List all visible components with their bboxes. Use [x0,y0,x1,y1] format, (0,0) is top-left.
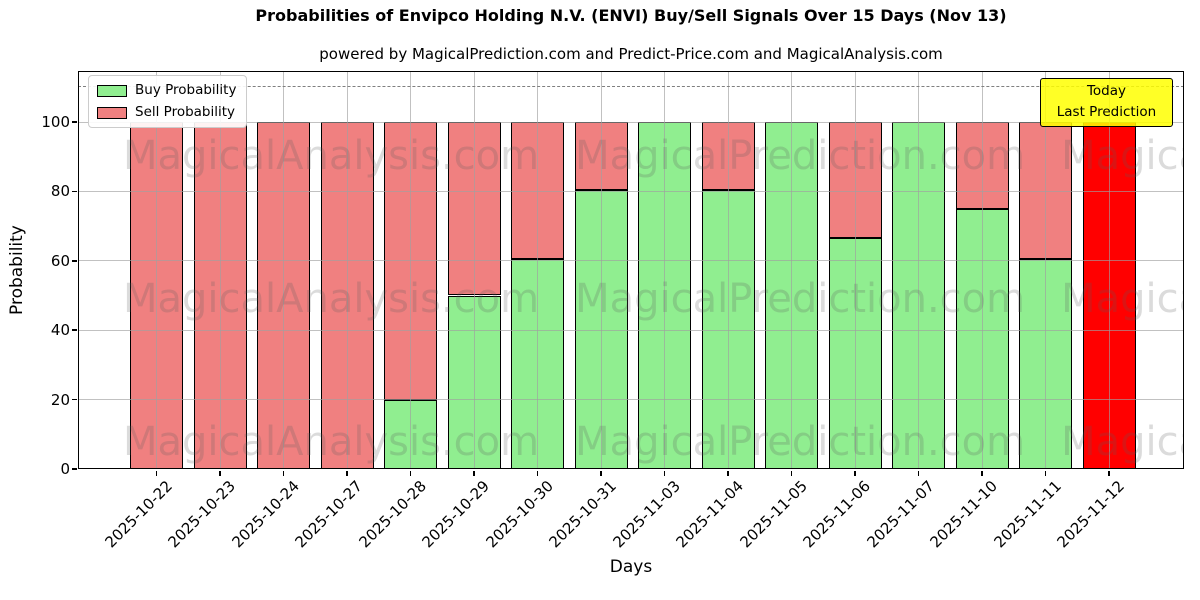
x-tick [155,470,158,476]
x-tick [282,470,285,476]
gridline-v [918,71,920,469]
gridline-v [156,71,158,469]
y-tick [72,260,77,262]
y-axis-label: Probability [7,225,27,315]
y-tick-label: 0 [60,460,70,478]
x-tick-label: 2025-11-03 [609,477,684,552]
legend-item-buy: Buy Probability [97,81,236,100]
x-tick-label: 2025-10-23 [164,477,239,552]
gridline-v [1108,71,1110,469]
x-tick-label: 2025-10-24 [228,477,303,552]
gridline-v [664,71,666,469]
y-tick-label: 100 [41,113,70,131]
gridline-h [78,121,1184,123]
gridline-v [854,71,856,469]
x-tick-label: 2025-10-30 [482,477,557,552]
x-tick-label: 2025-11-10 [926,477,1001,552]
y-tick [72,190,77,193]
gridline-h [78,260,1184,262]
gridline-v [410,71,412,469]
x-tick [346,470,348,476]
today-annotation: Today Last Prediction [1040,78,1173,127]
x-tick-label: 2025-10-28 [355,477,430,552]
x-tick [790,470,793,476]
x-tick [917,470,920,476]
today-annotation-line2: Last Prediction [1056,104,1157,120]
plot-area: MagicalAnalysis.com MagicalPrediction.com… [78,71,1184,469]
x-tick-label: 2025-10-22 [101,477,176,552]
buy-color-swatch [97,84,127,97]
gridline-h [78,329,1184,331]
y-tick [72,121,77,123]
y-tick [72,468,77,470]
gridline-v [346,71,348,469]
gridline-v [981,71,983,469]
gridline-v [219,71,221,469]
gridline-v [727,71,729,469]
x-tick-label: 2025-11-12 [1053,477,1128,552]
y-tick [72,398,77,401]
x-tick-label: 2025-11-04 [672,477,747,552]
x-tick-label: 2025-11-07 [863,477,938,552]
x-tick [473,470,475,476]
gridline-h [78,399,1184,401]
gridline-v [283,71,285,469]
x-tick [663,470,666,476]
chart-title: Probabilities of Envipco Holding N.V. (E… [255,6,1007,25]
legend: Buy Probability Sell Probability [88,75,248,128]
gridline-v [791,71,793,469]
y-tick-label: 40 [50,321,70,340]
gridline-h [78,190,1184,192]
x-axis-label: Days [609,557,653,577]
legend-label-buy: Buy Probability [135,82,237,98]
x-tick-label: 2025-11-11 [990,477,1065,552]
legend-label-sell: Sell Probability [135,104,236,120]
y-tick-label: 60 [50,251,70,270]
x-tick-label: 2025-11-05 [736,477,811,552]
threshold-dashed-line [78,86,1184,88]
gridline-v [537,71,539,469]
x-tick-label: 2025-10-29 [418,477,493,552]
x-tick [1108,470,1110,476]
x-tick [1044,470,1047,476]
x-tick [409,470,412,476]
y-tick [72,329,77,331]
x-tick [981,470,983,476]
x-tick [536,470,539,476]
y-tick-label: 80 [50,182,70,201]
gridline-v [473,71,475,469]
x-tick-label: 2025-10-27 [291,477,366,552]
gridline-v [600,71,602,469]
x-tick [600,470,602,476]
x-tick [854,470,856,476]
sell-color-swatch [97,106,127,119]
today-annotation-line1: Today [1086,83,1127,99]
gridline-v [1045,71,1047,469]
y-tick-label: 20 [50,390,70,409]
x-tick [727,470,729,476]
x-tick [219,470,221,476]
x-tick-label: 2025-11-06 [799,477,874,552]
x-tick-label: 2025-10-31 [545,477,620,552]
legend-item-sell: Sell Probability [97,103,236,122]
chart-subtitle: powered by MagicalPrediction.com and Pre… [319,45,943,63]
